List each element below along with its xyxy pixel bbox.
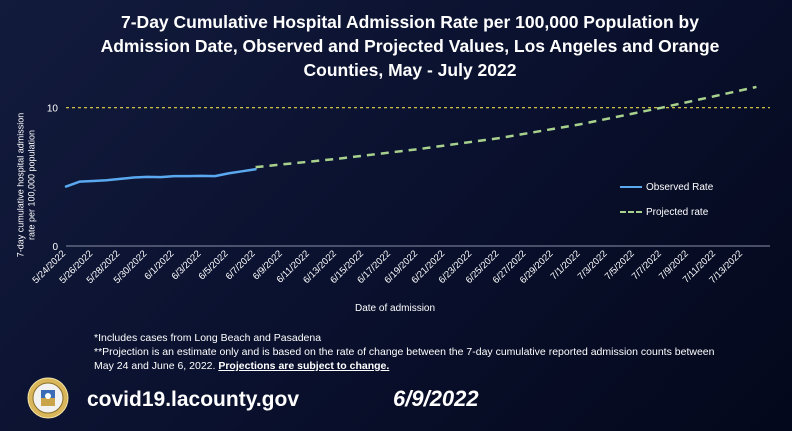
legend: Observed Rate Projected rate	[620, 180, 713, 230]
legend-label-projected: Projected rate	[646, 206, 709, 218]
footnote-1: *Includes cases from Long Beach and Pasa…	[94, 332, 322, 344]
footnote-2-emphasis: Projections are subject to change.	[218, 360, 390, 372]
footnote-2-text: **Projection is an estimate only and is …	[94, 346, 715, 372]
legend-label-observed: Observed Rate	[646, 181, 714, 193]
chart-title: 7-Day Cumulative Hospital Admission Rate…	[60, 10, 760, 82]
y-tick-label: 0	[52, 242, 58, 253]
projected-rate-line	[255, 85, 757, 169]
legend-item-projected: Projected rate	[620, 205, 713, 219]
publish-date: 6/9/2022	[393, 386, 479, 411]
footnote-2: **Projection is an estimate only and is …	[94, 345, 734, 373]
y-tick-label: 10	[47, 104, 59, 115]
county-seal-icon	[27, 377, 69, 419]
footnotes: *Includes cases from Long Beach and Pasa…	[94, 331, 734, 373]
legend-item-observed: Observed Rate	[620, 180, 713, 194]
chart-title-line: Counties, May - July 2022	[303, 60, 517, 80]
x-axis-label: Date of admission	[355, 303, 436, 314]
website-link[interactable]: covid19.lacounty.gov	[87, 388, 299, 411]
observed-rate-line	[64, 167, 257, 188]
legend-swatch-observed	[620, 186, 642, 188]
legend-swatch-projected	[620, 211, 642, 213]
chart-title-line: Admission Date, Observed and Projected V…	[100, 36, 720, 56]
chart-title-line: 7-Day Cumulative Hospital Admission Rate…	[121, 12, 699, 32]
